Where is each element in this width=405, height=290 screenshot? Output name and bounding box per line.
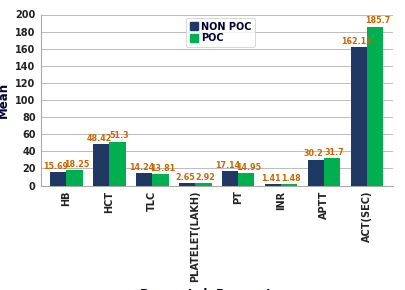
Bar bbox=[195, 183, 211, 186]
Text: 185.7: 185.7 bbox=[365, 17, 390, 26]
Bar bbox=[281, 184, 297, 186]
Y-axis label: Mean: Mean bbox=[0, 82, 10, 118]
Bar bbox=[66, 170, 83, 186]
Bar bbox=[136, 173, 152, 186]
Bar bbox=[238, 173, 254, 186]
Text: 15.69: 15.69 bbox=[43, 162, 68, 171]
Text: 31.7: 31.7 bbox=[324, 148, 344, 157]
Text: 2.92: 2.92 bbox=[196, 173, 215, 182]
Bar bbox=[179, 183, 195, 186]
Text: 18.25: 18.25 bbox=[64, 160, 89, 169]
Bar bbox=[152, 174, 168, 186]
Bar bbox=[265, 184, 281, 186]
Bar bbox=[222, 171, 238, 186]
Legend: NON POC, POC: NON POC, POC bbox=[186, 18, 255, 47]
Bar bbox=[308, 160, 324, 186]
Bar bbox=[351, 47, 367, 186]
Text: 13.81: 13.81 bbox=[150, 164, 175, 173]
Text: 17.14: 17.14 bbox=[215, 161, 241, 170]
Text: 1.48: 1.48 bbox=[281, 174, 301, 183]
Bar bbox=[367, 27, 384, 186]
Text: 14.24: 14.24 bbox=[129, 163, 155, 172]
Text: 2.65: 2.65 bbox=[175, 173, 195, 182]
Text: 51.3: 51.3 bbox=[110, 131, 129, 140]
Text: 48.42: 48.42 bbox=[86, 134, 112, 143]
Text: 1.41: 1.41 bbox=[261, 174, 281, 183]
X-axis label: Pre-op Lab Parameters: Pre-op Lab Parameters bbox=[141, 287, 293, 290]
Bar bbox=[50, 172, 66, 186]
Bar bbox=[324, 158, 341, 186]
Text: 14.95: 14.95 bbox=[236, 162, 261, 171]
Bar bbox=[109, 142, 126, 186]
Text: 162.13: 162.13 bbox=[341, 37, 372, 46]
Text: 30.2: 30.2 bbox=[304, 149, 324, 158]
Bar bbox=[93, 144, 109, 186]
